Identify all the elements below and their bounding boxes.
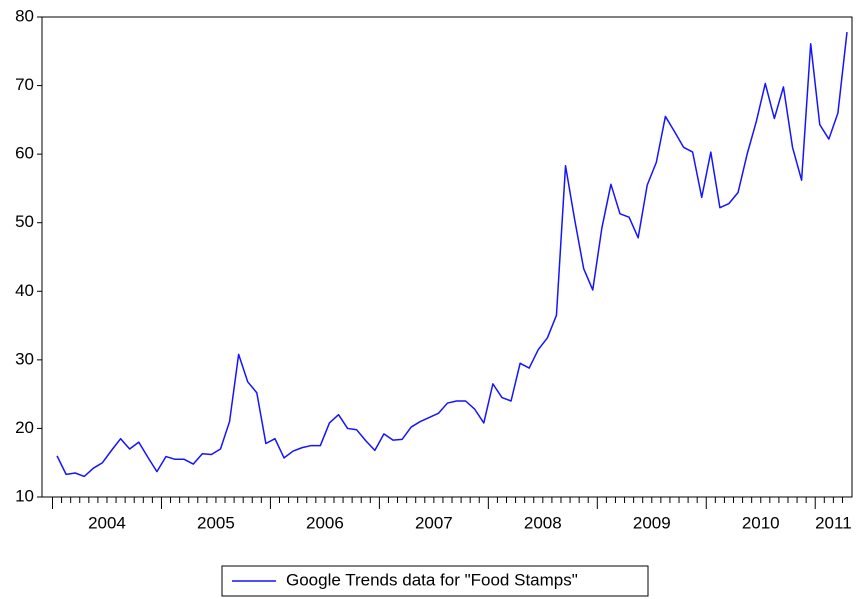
x-tick-label: 2010 xyxy=(742,513,780,532)
legend-label: Google Trends data for "Food Stamps" xyxy=(286,570,578,589)
x-tick-label: 2008 xyxy=(524,513,562,532)
y-tick-label: 60 xyxy=(15,144,34,163)
y-tick-label: 70 xyxy=(15,75,34,94)
data-line xyxy=(56,32,848,478)
y-tick-label: 80 xyxy=(15,6,34,25)
x-tick-label: 2005 xyxy=(197,513,235,532)
x-tick-label: 2004 xyxy=(88,513,126,532)
y-tick-label: 50 xyxy=(15,212,34,231)
y-tick-label: 40 xyxy=(15,281,34,300)
x-tick-label: 2006 xyxy=(306,513,344,532)
legend-box xyxy=(221,565,649,597)
x-tick-label: 2011 xyxy=(815,513,852,532)
x-tick-label: 2009 xyxy=(633,513,671,532)
x-tick-label: 2007 xyxy=(415,513,453,532)
y-tick-label: 20 xyxy=(15,418,34,437)
y-tick-label: 10 xyxy=(15,486,34,505)
plot-frame xyxy=(41,16,853,498)
y-tick-label: 30 xyxy=(15,349,34,368)
